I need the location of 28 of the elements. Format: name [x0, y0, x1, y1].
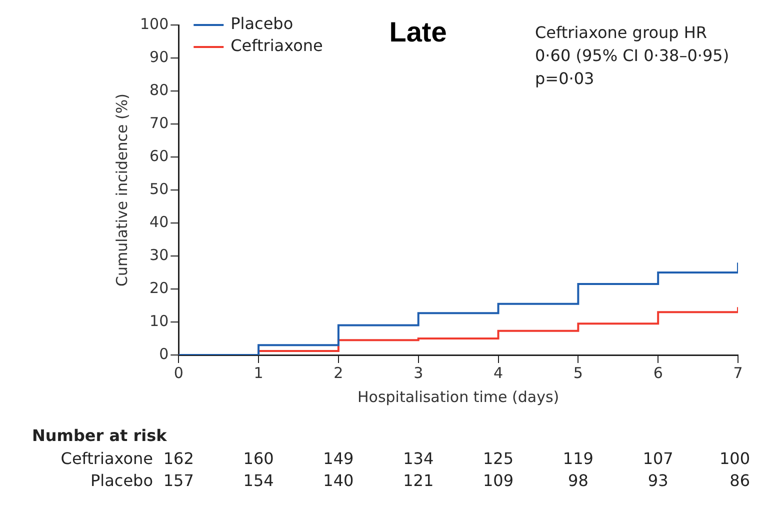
text: Placebo 157 154 140 121 109 98 93 86	[90, 471, 750, 490]
y-tick-label: 10	[150, 312, 169, 330]
x-tick-label: 2	[334, 364, 344, 382]
chart-title: Late	[389, 16, 447, 48]
legend-label: Placebo	[230, 14, 294, 34]
x-tick-label: 4	[493, 364, 504, 382]
y-tick-label: 40	[150, 212, 169, 231]
y-tick-label: 100	[140, 14, 169, 33]
annotation: Ceftriaxone group HR 0·60 (95% CI 0·38–0·95) p=0·03	[535, 23, 730, 88]
y-tick-label: 80	[150, 80, 169, 99]
x-tick-label: 7	[733, 364, 743, 382]
y-tick-label: 30	[150, 246, 169, 264]
y-tick-label: 0	[159, 344, 169, 363]
x-tick-label: 3	[414, 364, 424, 382]
x-tick-label: 1	[254, 364, 264, 382]
x-tick-label: 0	[174, 364, 184, 382]
y-tick-label: 90	[150, 48, 169, 66]
y-axis-title: Cumulative incidence (%)	[112, 94, 131, 286]
x-axis-title: Hospitalisation time (days)	[357, 388, 560, 406]
y-tick-label: 20	[150, 278, 169, 297]
text: Number at risk	[32, 426, 168, 446]
y-tick-label: 60	[150, 146, 169, 165]
y-tick-label: 70	[150, 114, 169, 132]
legend-label: Ceftriaxone	[230, 36, 323, 56]
y-tick-label: 50	[150, 180, 169, 198]
text: Ceftriaxone 162 160 149 134 125 119 107 100	[60, 449, 750, 468]
x-tick-label: 6	[653, 364, 663, 382]
x-tick-label: 5	[573, 364, 583, 382]
